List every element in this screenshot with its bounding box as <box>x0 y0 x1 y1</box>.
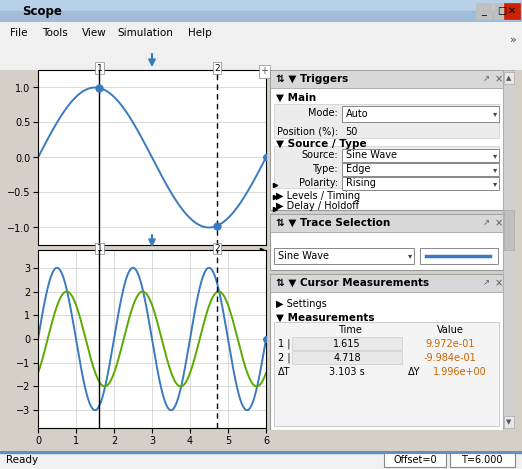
Bar <box>476 3 492 19</box>
Bar <box>504 72 514 84</box>
Bar <box>270 274 503 292</box>
Bar <box>274 322 499 426</box>
Text: 2 |: 2 | <box>278 353 291 363</box>
Bar <box>342 163 499 176</box>
Bar <box>504 210 514 250</box>
Bar <box>274 146 499 188</box>
Bar <box>342 177 499 190</box>
Bar <box>342 149 499 162</box>
Text: ▾: ▾ <box>493 179 497 188</box>
Text: Value: Value <box>436 325 464 335</box>
Text: +: + <box>260 67 268 76</box>
Text: 1: 1 <box>97 64 102 73</box>
Bar <box>494 3 510 19</box>
Bar <box>420 248 498 264</box>
Text: Type:: Type: <box>312 164 338 174</box>
Text: 4.718: 4.718 <box>333 353 361 363</box>
Text: ⇅ ▼ Triggers: ⇅ ▼ Triggers <box>276 74 348 84</box>
Bar <box>270 214 503 270</box>
Text: ⇅ ▼ Cursor Measurements: ⇅ ▼ Cursor Measurements <box>276 278 429 288</box>
Text: ×: × <box>495 218 503 228</box>
Bar <box>274 104 499 138</box>
FancyBboxPatch shape <box>450 453 515 467</box>
Text: ▼ Source / Type: ▼ Source / Type <box>276 139 366 149</box>
Text: 1: 1 <box>97 244 102 253</box>
Text: Tools: Tools <box>42 28 68 38</box>
Bar <box>292 337 402 350</box>
Text: ▼: ▼ <box>506 419 512 425</box>
Text: View: View <box>82 28 107 38</box>
Text: Polarity:: Polarity: <box>299 178 338 188</box>
Bar <box>270 70 503 210</box>
Bar <box>270 274 503 430</box>
Text: Time: Time <box>338 325 362 335</box>
Text: File: File <box>10 28 28 38</box>
Text: ΔT: ΔT <box>278 367 291 377</box>
Bar <box>0 451 522 453</box>
Text: Source:: Source: <box>301 150 338 160</box>
Text: ▶ Levels / Timing: ▶ Levels / Timing <box>276 191 360 201</box>
Text: □: □ <box>497 6 507 16</box>
Text: ▶ Settings: ▶ Settings <box>276 299 327 309</box>
Text: ×: × <box>495 74 503 84</box>
Text: T=6.000: T=6.000 <box>461 455 503 465</box>
Text: Sine Wave: Sine Wave <box>346 151 397 160</box>
Text: Auto: Auto <box>346 109 369 119</box>
Bar <box>0 11 522 22</box>
Text: ▾: ▾ <box>493 151 497 160</box>
Bar <box>270 70 503 88</box>
Bar <box>342 106 499 122</box>
Text: 1.615: 1.615 <box>333 339 361 349</box>
Text: Edge: Edge <box>346 165 371 174</box>
Text: 1.996e+00: 1.996e+00 <box>433 367 487 377</box>
Text: Rising: Rising <box>346 179 376 189</box>
Text: ⇅ ▼ Trace Selection: ⇅ ▼ Trace Selection <box>276 218 390 228</box>
Text: 9.972e-01: 9.972e-01 <box>425 339 474 349</box>
Text: ↗: ↗ <box>483 219 490 227</box>
Text: 3.103 s: 3.103 s <box>329 367 365 377</box>
Text: ↗: ↗ <box>483 75 490 83</box>
Text: Mode:: Mode: <box>309 108 338 118</box>
Text: ↗: ↗ <box>483 279 490 287</box>
Text: Offset=0: Offset=0 <box>393 455 437 465</box>
Text: Position (%):: Position (%): <box>277 127 338 137</box>
Text: Sine Wave: Sine Wave <box>278 251 329 261</box>
FancyBboxPatch shape <box>384 453 446 467</box>
Text: 2: 2 <box>215 64 220 73</box>
Text: Scope: Scope <box>22 5 62 17</box>
Text: ▶ Delay / Holdoff: ▶ Delay / Holdoff <box>276 201 359 211</box>
Text: »: » <box>510 35 517 45</box>
Text: -9.984e-01: -9.984e-01 <box>424 353 477 363</box>
Bar <box>292 351 402 364</box>
Text: ▾: ▾ <box>493 165 497 174</box>
Text: Help: Help <box>188 28 212 38</box>
Text: ▲: ▲ <box>506 75 512 81</box>
Bar <box>504 3 520 19</box>
Text: ×: × <box>495 278 503 288</box>
Text: ΔY: ΔY <box>408 367 421 377</box>
Text: ▼ Measurements: ▼ Measurements <box>276 313 374 323</box>
Text: ▾: ▾ <box>408 251 412 260</box>
Text: ▼ Main: ▼ Main <box>276 93 316 103</box>
Text: ▾: ▾ <box>493 109 497 119</box>
Text: 2: 2 <box>215 244 220 253</box>
Text: ✕: ✕ <box>508 6 516 16</box>
Bar <box>504 416 514 428</box>
Text: Simulation: Simulation <box>117 28 173 38</box>
Bar <box>270 214 503 232</box>
Text: Ready: Ready <box>6 455 38 465</box>
Text: 50: 50 <box>345 127 358 137</box>
Bar <box>274 248 414 264</box>
Text: 1 |: 1 | <box>278 339 291 349</box>
Text: _: _ <box>482 6 487 16</box>
